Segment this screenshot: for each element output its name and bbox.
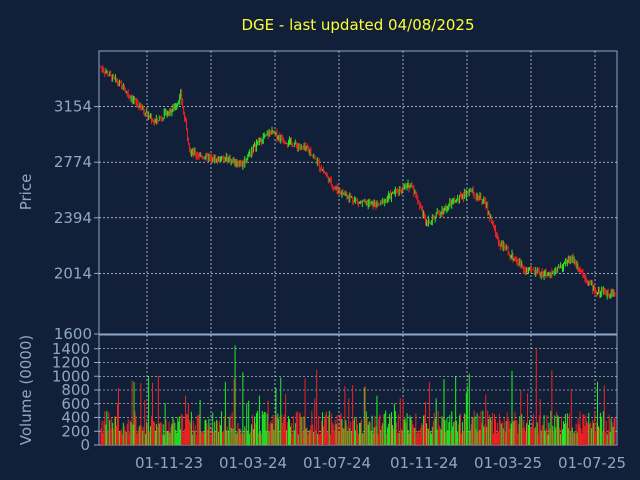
x-tick-label: 01-07-25 xyxy=(558,454,626,472)
volume-tick-label: 800 xyxy=(61,381,90,399)
price-y-ticks: 1600 2014 2394 2774 3154 xyxy=(54,98,99,343)
x-axis-ticks: 01-11-23 01-03-24 01-07-24 01-11-24 01-03-25… xyxy=(135,454,626,472)
volume-tick-label: 0 xyxy=(80,436,90,454)
chart-title: DGE - last updated 04/08/2025 xyxy=(241,16,474,34)
price-axis-label: Price xyxy=(17,174,35,211)
x-tick-label: 01-11-23 xyxy=(135,454,203,472)
price-tick-label: 2774 xyxy=(54,153,92,171)
volume-tick-label: 200 xyxy=(61,422,90,440)
volume-tick-label: 400 xyxy=(61,409,90,427)
price-tick-label: 3154 xyxy=(54,98,92,116)
price-tick-label: 2394 xyxy=(54,209,92,227)
price-candles xyxy=(100,65,616,300)
volume-bars xyxy=(100,345,616,445)
x-tick-label: 01-03-25 xyxy=(474,454,542,472)
price-panel: 1600 2014 2394 2774 3154 Price xyxy=(17,50,618,343)
price-tick-label: 1600 xyxy=(54,325,92,343)
price-tick-label: 2014 xyxy=(54,264,92,282)
volume-axis-label: Volume (0000) xyxy=(17,335,35,445)
price-panel-frame xyxy=(98,50,618,335)
x-tick-label: 01-11-24 xyxy=(390,454,458,472)
x-tick-label: 01-07-24 xyxy=(303,454,371,472)
price-grid xyxy=(99,51,617,334)
x-tick-label: 01-03-24 xyxy=(219,454,287,472)
volume-tick-label: 1200 xyxy=(52,354,90,372)
volume-tick-label: 600 xyxy=(61,395,90,413)
volume-tick-label: 1400 xyxy=(52,340,90,358)
volume-tick-label: 1000 xyxy=(52,367,90,385)
